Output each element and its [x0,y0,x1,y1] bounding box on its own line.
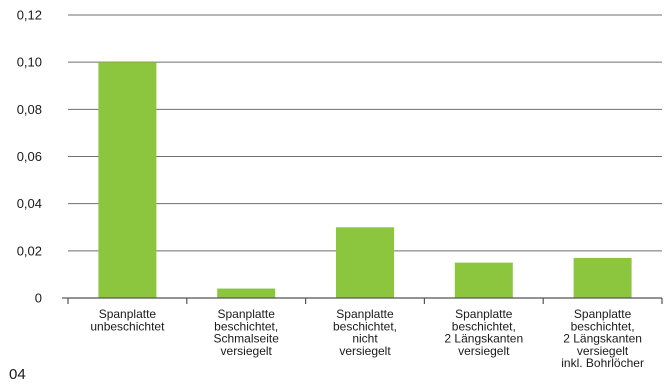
x-category-label: Spanplatte beschichtet, 2 Längskanten versi… [444,307,523,358]
x-axis-category-labels: Spanplatte unbeschichtet Spanplatte beschic… [90,307,644,370]
y-tick-label: 0,02 [17,243,42,258]
bars [98,62,632,298]
y-tick-label: 0 [35,291,42,306]
x-category-label: Spanplatte beschichtet, Schmalseite versieg… [214,307,280,358]
x-category-label: Spanplatte beschichtet, nicht versiegelt [333,307,397,358]
y-tick-label: 0,10 [17,55,42,70]
x-category-label: Spanplatte beschichtet, 2 Längskanten versi… [561,307,644,370]
bar [98,62,157,298]
bar [336,227,394,298]
x-category-label: Spanplatte unbeschichtet [90,307,165,333]
bar [217,288,276,298]
y-tick-label: 0,12 [17,8,42,23]
y-tick-label: 0,06 [17,149,42,164]
y-tick-label: 0,08 [17,102,42,117]
x-axis [62,297,663,304]
figure-number-label: 04 [9,366,26,383]
y-axis-tick-labels: 0 0,02 0,04 0,06 0,08 0,10 0,12 [17,8,42,306]
bar [454,262,513,298]
grid-lines [68,14,662,252]
y-tick-label: 0,04 [17,196,42,211]
bar [573,257,632,298]
